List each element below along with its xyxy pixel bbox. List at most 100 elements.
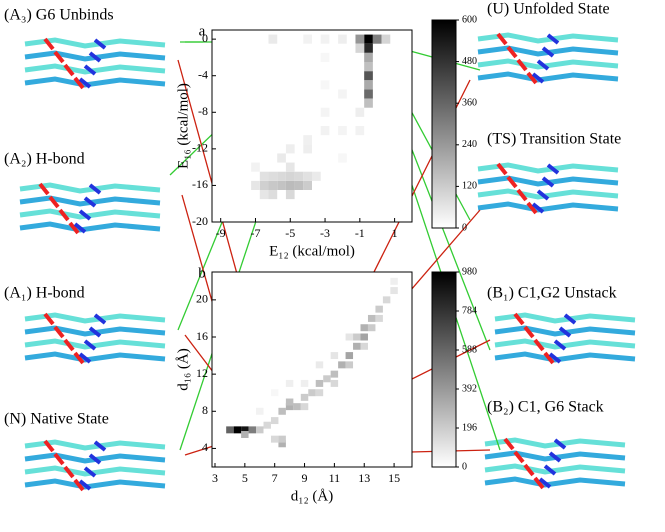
atom [563,313,577,325]
plot-frame [211,271,413,468]
heat-cell [303,34,312,44]
atom [78,77,92,89]
y-tick-label: -4 [198,67,208,81]
heat-cell [268,180,278,190]
strand [477,175,619,187]
atom [533,476,545,490]
atom [58,208,70,222]
atom [526,71,538,85]
x-tick-label: 5 [242,471,248,485]
heat-cell [241,426,249,434]
atom [53,325,65,339]
atom [78,209,92,221]
x-axis-label: d₁₂ (Å) [291,488,334,504]
panel-label: b [198,265,206,281]
atom [73,222,87,234]
atom [526,201,538,215]
molecule-image [24,37,166,90]
heat-cell [270,417,279,425]
heat-cell [251,180,260,190]
heat-cell [278,435,286,443]
strand [484,450,626,462]
heat-cell [364,80,373,90]
heat-cell [338,126,347,136]
atom [38,182,50,196]
heat-cell [308,389,316,397]
atom [531,72,545,84]
strand [477,201,619,213]
atom [63,465,75,479]
atom [43,37,55,51]
atom [541,176,555,188]
structure-label: (N) Native State [4,411,109,428]
atom [543,351,555,365]
strand [477,188,619,200]
heat-cell [233,426,242,434]
atom [88,326,102,338]
heat-cell [320,126,330,136]
heat-cell [278,440,286,448]
heat-cell [353,342,361,350]
atom [63,338,75,352]
atom [83,466,97,478]
atom [48,195,60,209]
y-tick-label: 16 [196,329,208,343]
x-tick-label: 7 [272,471,278,485]
heat-cell [364,62,373,72]
x-tick-label: -3 [320,226,330,240]
x-tick-label: 11 [329,471,341,485]
atom [546,163,560,175]
strand [24,465,166,477]
heat-cell [285,398,294,406]
atom [523,463,535,477]
heat-cell [364,98,373,108]
atom [93,440,107,452]
atom [43,439,55,453]
colorbar-tick-label: 600 [462,14,477,25]
atom [536,59,550,71]
heat-cell [294,180,304,190]
atom [506,45,518,59]
strand [24,478,166,490]
heat-cell [330,379,339,387]
heat-cell [338,361,346,369]
heat-cell [259,180,269,190]
y-tick-label: 12 [196,366,208,380]
heat-cell [315,389,324,397]
heat-cell [320,34,330,44]
atom [88,453,102,465]
heat-cell [381,34,391,44]
heat-cell [353,333,361,341]
molecule-image [477,32,619,85]
structure-label: (TS) Transition State [487,131,621,148]
heat-cell [300,379,309,387]
molecule-image [24,439,166,492]
strand [477,71,619,83]
structure-label: (A₂) H-bond [4,151,85,168]
molecule-image [477,162,619,215]
colorbar [431,19,457,229]
molecule-image [494,312,636,365]
heat-cell [330,352,339,360]
colorbar-tick-label: 392 [462,383,477,394]
strand [484,463,626,475]
heat-cell [226,426,234,434]
atom [78,479,92,491]
atom [523,325,535,339]
atom [548,451,562,463]
strand [24,452,166,464]
atom [73,76,85,90]
colorbar-tick-label: 784 [462,305,477,316]
atom [531,202,545,214]
heat-cell [285,190,295,200]
heat-cell [364,52,373,62]
heat-cell [330,370,339,378]
y-tick-label: 20 [196,292,208,306]
x-tick-label: 9 [302,471,308,485]
colorbar-tick-label: 120 [462,181,477,192]
heat-cell [390,277,398,285]
atom [513,450,525,464]
heat-cell [390,287,398,295]
strand [24,325,166,337]
